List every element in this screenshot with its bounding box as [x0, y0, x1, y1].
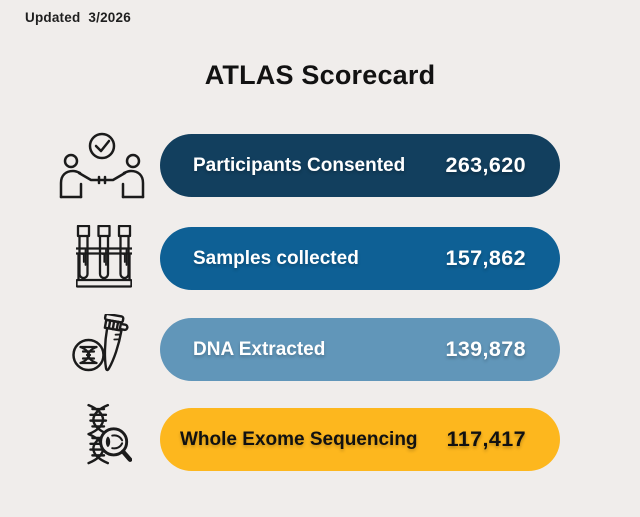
dna-magnifier-icon — [76, 403, 132, 473]
scorecard-row-samples-collected: Samples collected 157,862 — [160, 227, 560, 290]
row-value: 139,878 — [445, 337, 526, 361]
row-label: Whole Exome Sequencing — [180, 428, 418, 450]
page-title: ATLAS Scorecard — [204, 60, 436, 90]
row-value: 117,417 — [446, 427, 526, 451]
scorecard-row-participants-consented: Participants Consented 263,620 — [160, 134, 560, 197]
row-label: Participants Consented — [193, 154, 406, 176]
dna-extraction-tube-icon — [71, 314, 133, 380]
row-value: 157,862 — [445, 246, 526, 270]
row-label: DNA Extracted — [193, 338, 326, 360]
updated-date: 3/2026 — [88, 10, 131, 25]
updated-label: Updated — [25, 10, 81, 25]
test-tube-rack-icon — [76, 225, 132, 288]
row-label: Samples collected — [193, 247, 359, 269]
scorecard-row-whole-exome-sequencing: Whole Exome Sequencing 117,417 — [160, 408, 560, 471]
scorecard-row-dna-extracted: DNA Extracted 139,878 — [160, 318, 560, 381]
row-value: 263,620 — [445, 153, 526, 177]
updated-note: Updated 3/2026 — [25, 10, 131, 25]
handshake-check-icon — [58, 132, 146, 200]
